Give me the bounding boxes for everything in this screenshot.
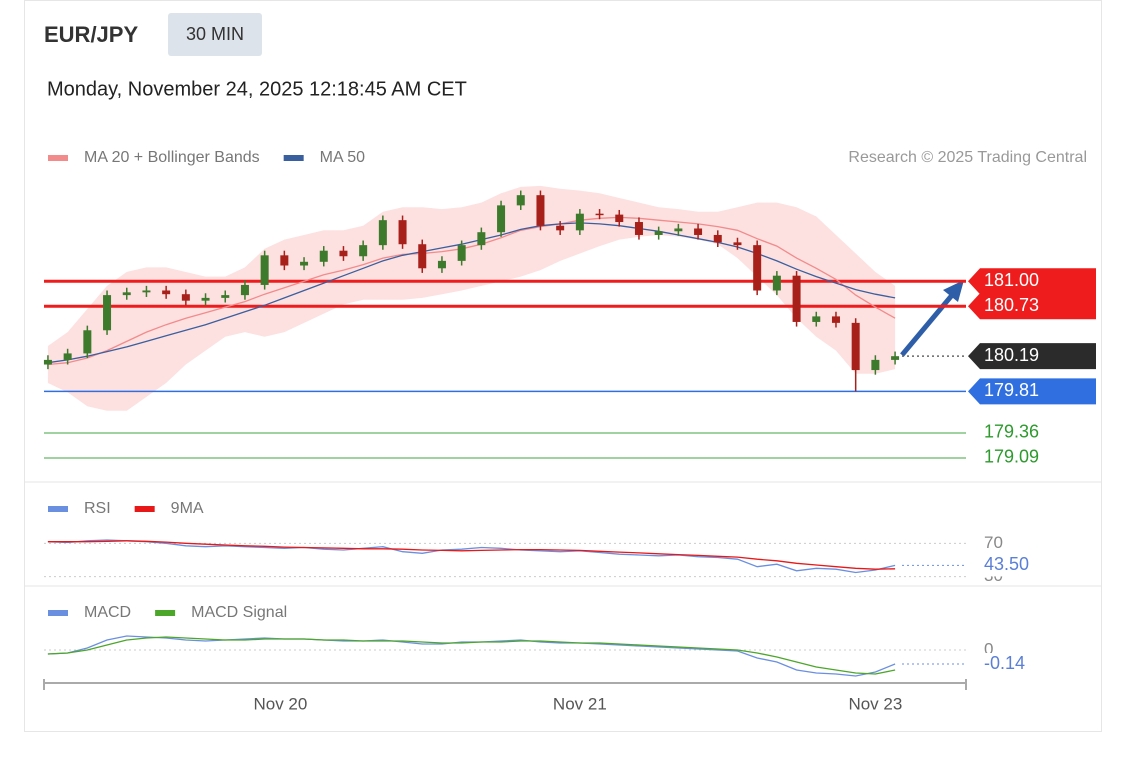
- interval[interactable]: 30 MIN: [186, 24, 244, 44]
- candle-body: [891, 356, 900, 360]
- legend-label: MACD Signal: [191, 604, 287, 621]
- level-label: 179.09: [984, 447, 1039, 467]
- candle-body: [418, 244, 427, 269]
- y-tick-label: 0: [984, 639, 993, 658]
- level-badge: [968, 293, 1096, 320]
- x-tick-label: Nov 20: [253, 694, 307, 713]
- candle-body: [378, 220, 387, 246]
- candle-body: [280, 255, 289, 266]
- bollinger-band: [47, 185, 896, 411]
- candle-body: [674, 228, 683, 232]
- forecast-arrow-head: [943, 280, 964, 302]
- candle-body: [142, 290, 151, 293]
- candle-body: [437, 260, 446, 269]
- legend-label: RSI: [84, 500, 111, 517]
- legend-swatch: [48, 506, 68, 512]
- candle-body: [536, 195, 545, 226]
- last-value-label: 43.50: [984, 554, 1029, 574]
- legend-swatch: [283, 155, 304, 161]
- last-value-bg: [978, 653, 1038, 675]
- candle-body: [871, 359, 880, 371]
- candle-body: [733, 242, 742, 246]
- candle-body: [181, 294, 190, 301]
- level-label: 181.00: [984, 270, 1039, 290]
- candle-body: [615, 214, 624, 223]
- candle-body: [122, 292, 131, 296]
- legend-label: MACD: [84, 604, 131, 621]
- symbol: EUR/JPY: [44, 22, 138, 47]
- source-note: Research © 2025 Trading Central: [848, 149, 1087, 166]
- candle-body: [43, 359, 52, 365]
- candle-body: [457, 245, 466, 261]
- indicator-line: [47, 636, 896, 675]
- y-tick-label: 70: [984, 533, 1003, 552]
- candle-body: [575, 213, 584, 231]
- candle-body: [260, 255, 269, 285]
- level-badge: [968, 378, 1096, 405]
- candle-body: [634, 222, 643, 235]
- indicator-line: [47, 540, 896, 570]
- legend-label: MA 50: [320, 149, 365, 166]
- legend-swatch: [134, 506, 155, 512]
- level-label: 180.73: [984, 295, 1039, 315]
- candle-body: [654, 231, 663, 235]
- candle-body: [477, 232, 486, 246]
- candle-body: [694, 228, 703, 235]
- candle-body: [595, 213, 604, 216]
- candle-body: [398, 220, 407, 245]
- legend-label: MA 20 + Bollinger Bands: [84, 149, 260, 166]
- legend-swatch: [48, 610, 68, 616]
- timestamp: Monday, November 24, 2025 12:18:45 AM CE…: [47, 78, 467, 100]
- level-badge: [968, 268, 1096, 295]
- candle-body: [516, 195, 525, 206]
- forecast-arrow: [900, 286, 960, 357]
- candle-body: [812, 316, 821, 322]
- candle-body: [240, 284, 249, 296]
- candle-body: [201, 297, 210, 301]
- candle-body: [300, 261, 309, 266]
- level-label: 180.19: [984, 345, 1039, 365]
- candle-body: [162, 290, 171, 295]
- candle-body: [556, 225, 565, 231]
- level-label: 179.81: [984, 380, 1039, 400]
- candle-body: [83, 330, 92, 354]
- x-tick-label: Nov 23: [848, 694, 902, 713]
- candle-body: [831, 316, 840, 323]
- candle-body: [851, 322, 860, 371]
- candle-body: [63, 353, 72, 360]
- level-label: 179.36: [984, 422, 1039, 442]
- indicator-line: [47, 539, 896, 574]
- candle-body: [103, 295, 112, 331]
- legend-swatch: [48, 155, 68, 161]
- candle-body: [753, 245, 762, 291]
- candle-body: [713, 234, 722, 243]
- legend-swatch: [155, 610, 176, 616]
- last-value-label: -0.14: [984, 653, 1025, 673]
- level-badge: [968, 343, 1096, 370]
- candle-body: [497, 205, 506, 233]
- x-tick-label: Nov 21: [553, 694, 607, 713]
- candle-body: [359, 245, 368, 257]
- candle-body: [319, 250, 328, 262]
- candle-body: [221, 295, 230, 298]
- ma-line: [47, 216, 896, 366]
- candle-body: [339, 250, 348, 257]
- last-value-bg: [978, 554, 1038, 577]
- candle-body: [772, 275, 781, 291]
- candle-body: [792, 275, 801, 322]
- interval-badge[interactable]: [168, 13, 262, 56]
- legend-label: 9MA: [171, 500, 204, 517]
- card: [24, 0, 1102, 732]
